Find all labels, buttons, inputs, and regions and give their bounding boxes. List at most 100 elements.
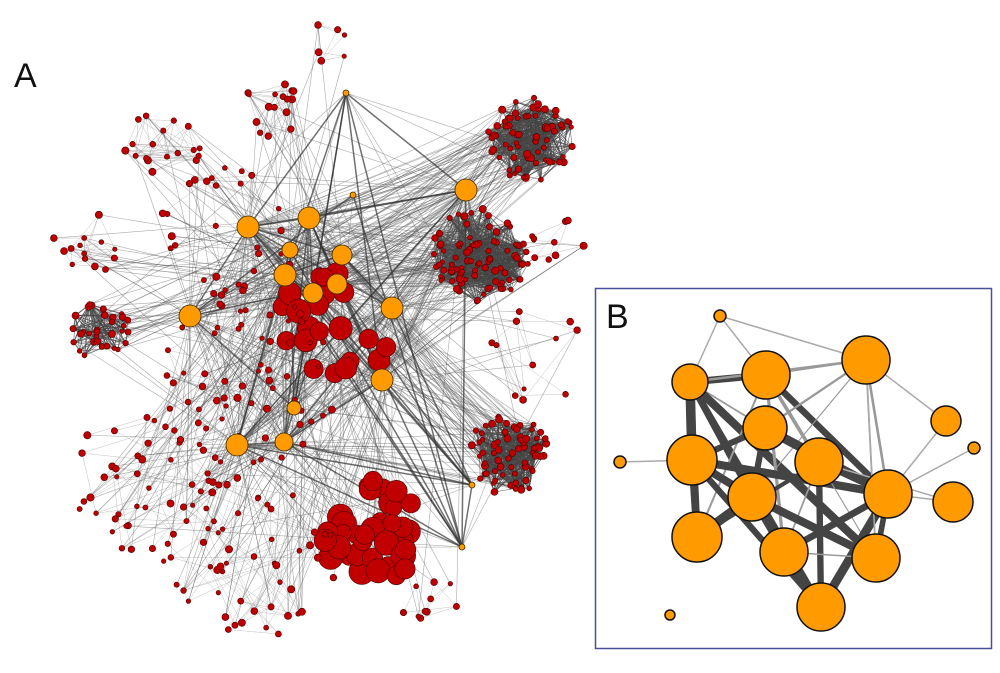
hub-node [326,273,348,295]
edge [218,477,238,533]
edge [169,408,181,440]
edge [247,128,545,228]
node [283,373,291,380]
edge [121,520,187,549]
edge [381,338,557,381]
node [512,171,518,177]
hub-node [468,481,476,489]
edge [297,217,310,614]
edge [415,586,421,619]
edge [189,315,319,558]
node [254,244,261,251]
node [171,242,179,249]
node [759,527,809,577]
edge [341,254,540,449]
node [258,456,264,463]
edge [247,52,319,228]
node [515,308,523,316]
node [512,317,521,325]
edge [466,252,521,280]
node [515,143,521,150]
node [530,235,538,242]
node [143,413,151,421]
edge [84,237,191,317]
edge [336,279,466,285]
edge [53,217,310,239]
node [121,323,127,329]
edge [257,498,275,564]
node [167,245,174,252]
edge [84,253,314,294]
edge [345,92,441,246]
node [287,585,296,594]
edge [203,497,259,543]
edge [74,315,123,332]
edge [247,226,393,309]
node [148,167,157,176]
edge [238,314,271,437]
node [446,214,453,222]
node [511,109,519,117]
node [270,103,278,111]
node [129,141,136,148]
edge [226,484,318,558]
node [283,95,291,103]
edge [248,84,286,95]
node [499,472,506,478]
edge [317,24,345,36]
edge [114,248,338,285]
node [277,579,283,585]
edge [84,253,191,317]
edge [189,315,295,409]
node [216,562,225,571]
node [110,427,118,435]
edge [138,119,174,121]
node [174,149,181,157]
node [221,613,230,621]
hub-node [297,206,321,230]
node [358,328,379,349]
edge [176,444,238,585]
node [541,105,549,113]
node [481,460,488,466]
node [477,475,484,482]
node [478,205,487,214]
edge [189,183,285,443]
node [211,454,219,462]
node [564,216,572,225]
node [248,171,256,179]
node [742,405,788,451]
edge [247,116,527,228]
node [214,324,221,331]
node [176,436,185,444]
node [613,455,627,469]
node [334,26,342,34]
edge [95,292,314,514]
node [76,348,83,354]
node [441,248,447,254]
node [447,581,453,587]
panel-label: B [606,298,629,336]
node [532,159,540,167]
edge [203,542,218,571]
edge [555,220,569,256]
edge [403,606,457,613]
node [327,531,334,538]
edge [534,245,584,258]
edge [207,441,285,474]
node [493,122,501,130]
node [71,311,80,320]
node [491,468,498,475]
node [212,182,220,189]
edge [221,226,249,419]
node [168,457,174,463]
node [255,496,261,502]
node [512,479,520,487]
edge [517,117,528,177]
edge [115,484,193,520]
node [238,618,246,627]
edge [177,126,189,154]
edge [241,606,272,623]
node [151,417,158,424]
edge [189,226,249,317]
